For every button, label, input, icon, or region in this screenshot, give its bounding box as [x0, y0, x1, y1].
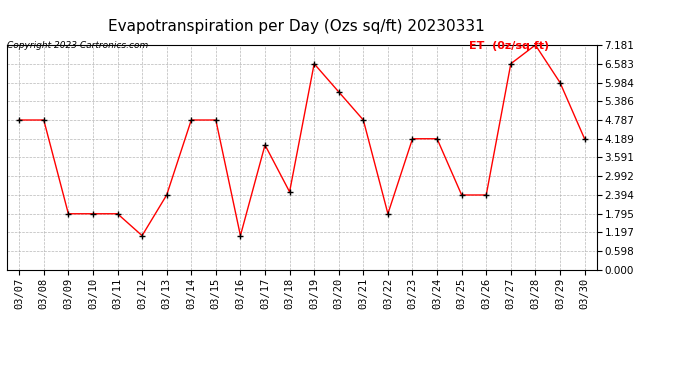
Text: Copyright 2023 Cartronics.com: Copyright 2023 Cartronics.com [7, 41, 148, 50]
Text: Evapotranspiration per Day (Ozs sq/ft) 20230331: Evapotranspiration per Day (Ozs sq/ft) 2… [108, 19, 485, 34]
Text: ET  (0z/sq ft): ET (0z/sq ft) [469, 41, 549, 51]
